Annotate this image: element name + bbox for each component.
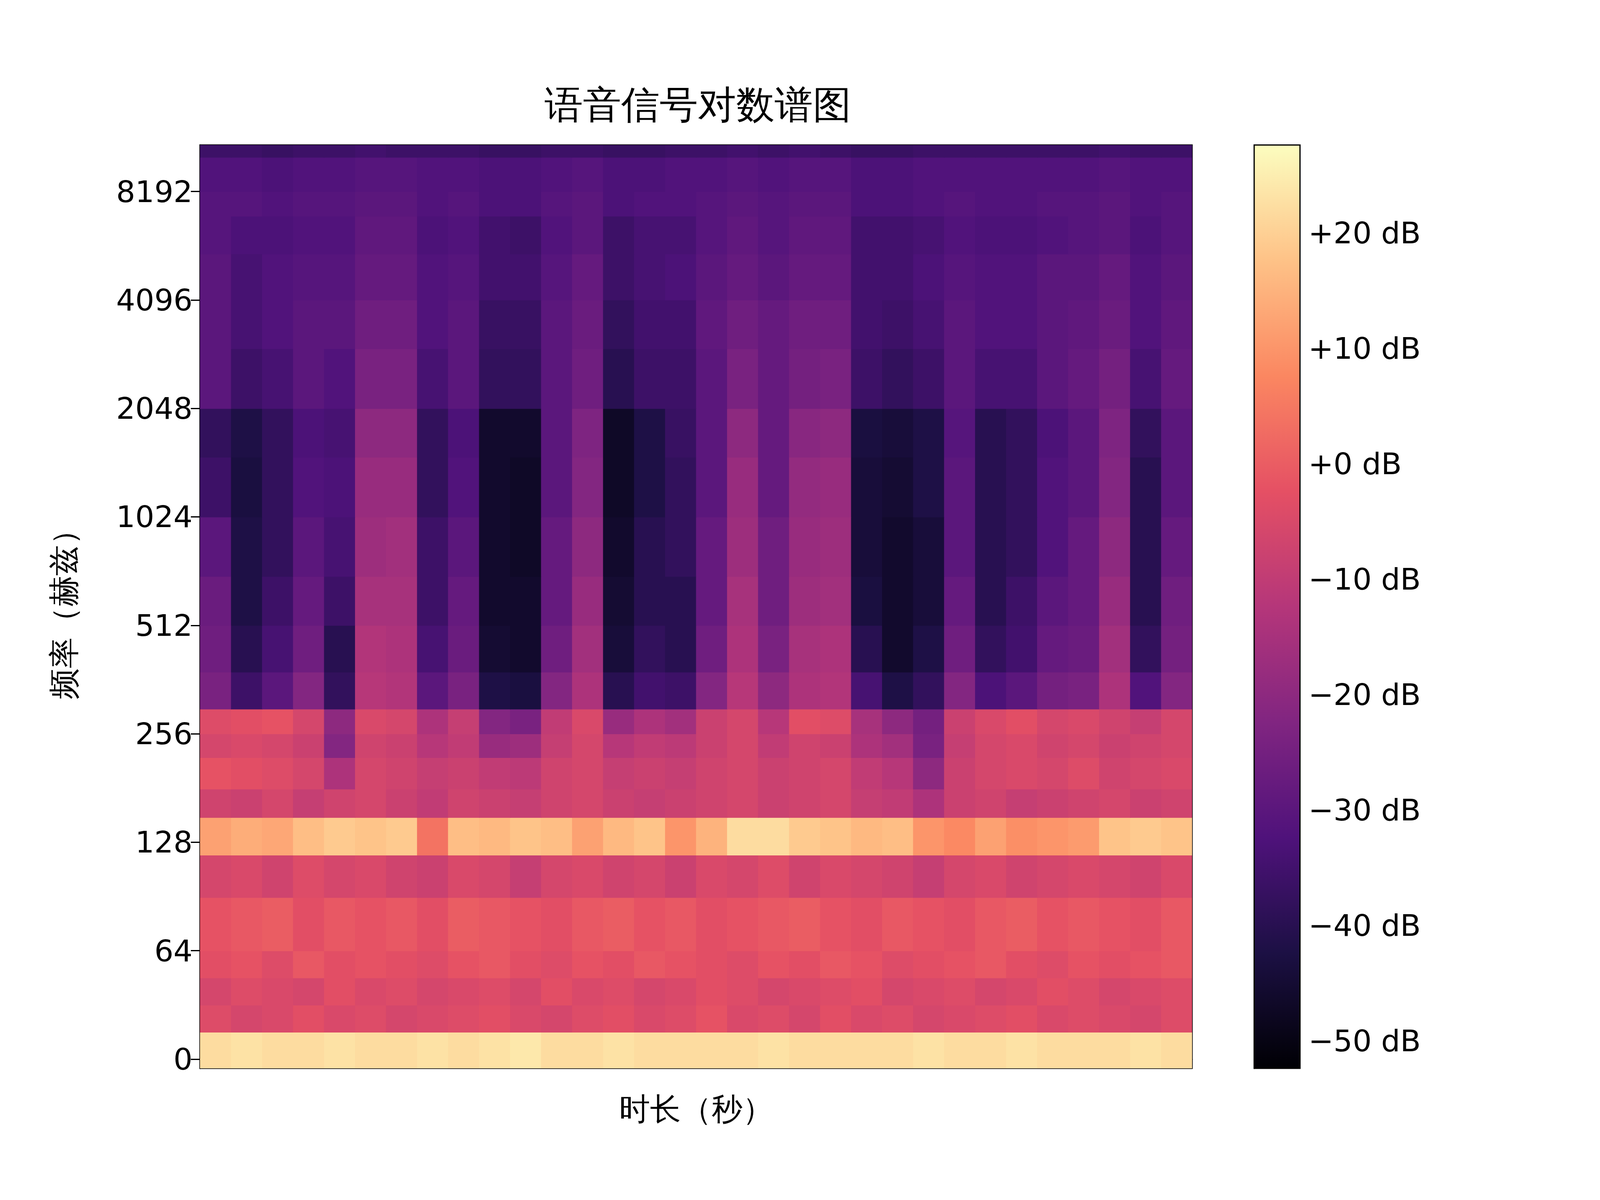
svg-text:语音信号对数谱图: 语音信号对数谱图 — [544, 82, 852, 128]
svg-text:−20 dB: −20 dB — [1308, 677, 1421, 713]
svg-text:256: 256 — [135, 716, 193, 752]
svg-text:1024: 1024 — [116, 499, 193, 535]
svg-text:8192: 8192 — [116, 174, 193, 210]
svg-text:64: 64 — [154, 933, 193, 969]
svg-text:+10 dB: +10 dB — [1308, 330, 1421, 366]
svg-text:频率（赫兹）: 频率（赫兹） — [45, 514, 82, 700]
svg-text:−30 dB: −30 dB — [1308, 792, 1421, 828]
svg-text:+20 dB: +20 dB — [1308, 215, 1421, 251]
svg-text:512: 512 — [135, 607, 193, 643]
svg-text:+0 dB: +0 dB — [1308, 446, 1402, 482]
svg-text:0: 0 — [173, 1041, 193, 1077]
svg-text:4096: 4096 — [116, 282, 193, 318]
svg-text:−50 dB: −50 dB — [1308, 1023, 1421, 1059]
svg-text:−40 dB: −40 dB — [1308, 907, 1421, 943]
svg-text:−10 dB: −10 dB — [1308, 561, 1421, 597]
svg-text:128: 128 — [135, 824, 193, 860]
svg-text:时长（秒）: 时长（秒） — [619, 1090, 774, 1127]
svg-text:2048: 2048 — [116, 390, 193, 426]
